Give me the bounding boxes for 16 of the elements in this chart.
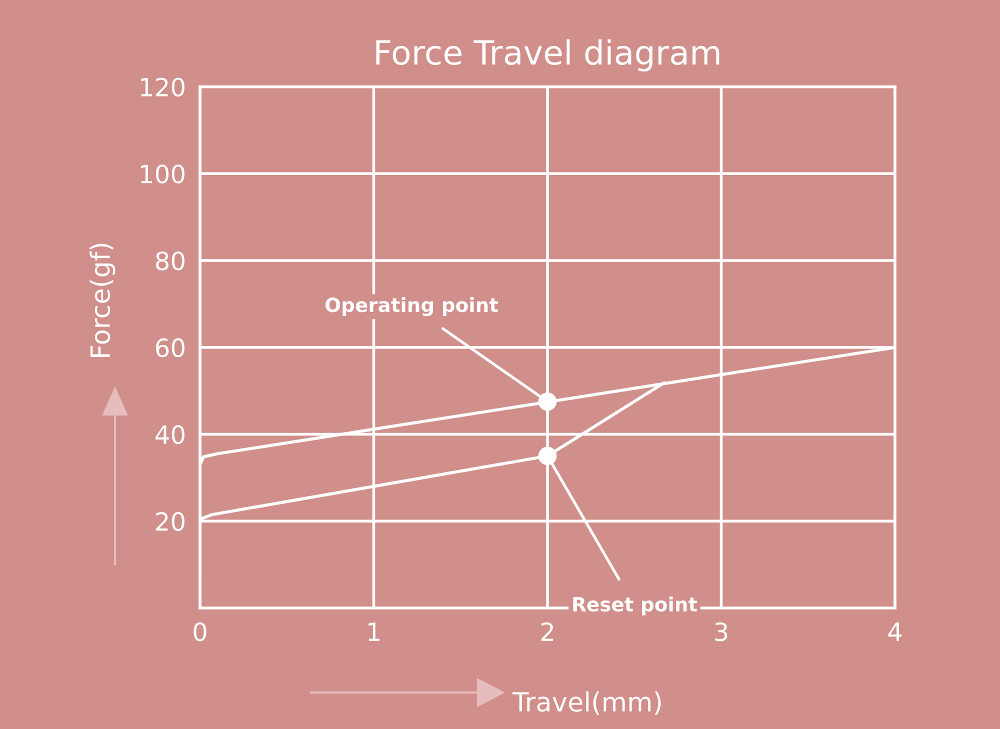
x-tick-label: 1 bbox=[368, 622, 380, 641]
annotation: Reset point bbox=[573, 596, 698, 616]
y-axis-title: Force(gf) bbox=[90, 244, 116, 357]
y-tick-label: 20 bbox=[156, 512, 184, 531]
y-tick-label: 60 bbox=[156, 338, 184, 358]
x-tick-label: 3 bbox=[715, 622, 728, 642]
y-tick-label: 40 bbox=[156, 425, 184, 444]
chart-title: Force Travel diagram bbox=[376, 39, 720, 72]
x-tick-label: 0 bbox=[194, 622, 206, 642]
x-axis-title: Travel(mm) bbox=[512, 691, 661, 715]
y-tick-label: 100 bbox=[141, 164, 184, 184]
x-tick-label: 2 bbox=[541, 622, 553, 641]
annotation: Operating point bbox=[326, 297, 498, 316]
y-tick-label: 120 bbox=[141, 78, 184, 97]
x-tick-label: 4 bbox=[888, 622, 902, 641]
y-tick-label: 80 bbox=[156, 251, 184, 270]
